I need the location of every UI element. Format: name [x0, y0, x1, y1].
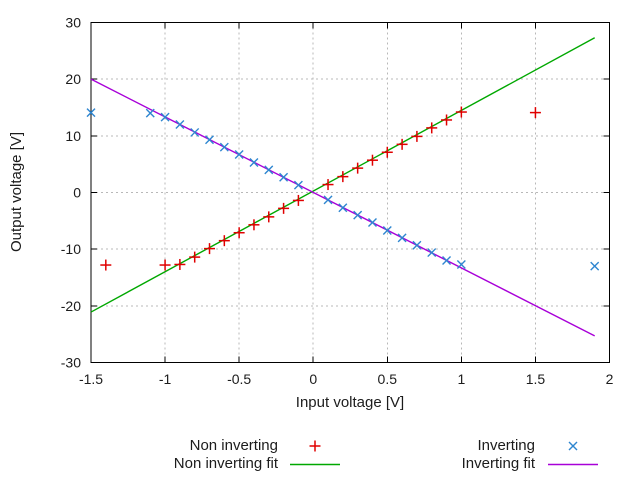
- y-tick-labels: -30 -20 -10 0 10 20 30: [61, 15, 81, 371]
- plot-border: [90, 22, 610, 363]
- series-inverting: [86, 108, 600, 271]
- x-tick-label: 2: [606, 371, 614, 387]
- y-tick-label: -30: [61, 355, 81, 371]
- x-tick-label: 1: [457, 371, 465, 387]
- x-tick-label: 0: [309, 371, 317, 387]
- line-sample-icon: [290, 456, 340, 472]
- y-tick-label: 30: [65, 15, 81, 31]
- x-tick-label: -1: [159, 371, 172, 387]
- legend-label-non-inverting-fit: Non inverting fit: [173, 455, 278, 472]
- y-tick-label: -20: [61, 298, 81, 314]
- x-axis-label: Input voltage [V]: [295, 394, 405, 411]
- y-tick-label: -10: [61, 241, 81, 257]
- y-tick-label: 20: [65, 71, 81, 87]
- plus-marker-icon: [290, 438, 340, 454]
- legend-label-non-inverting: Non inverting: [189, 437, 278, 454]
- x-tick-label: 0.5: [378, 371, 398, 387]
- y-tick-label: 10: [65, 128, 81, 144]
- line-sample-icon: [548, 456, 598, 472]
- x-tick-label: -1.5: [79, 371, 103, 387]
- y-tick-label: 0: [73, 185, 81, 201]
- x-tick-label: 1.5: [526, 371, 546, 387]
- legend-label-inverting-fit: Inverting fit: [461, 455, 535, 472]
- cross-marker-icon: [548, 438, 598, 454]
- legend-label-inverting: Inverting: [477, 437, 535, 454]
- x-tick-label: -0.5: [227, 371, 251, 387]
- x-tick-labels: -1.5 -1 -0.5 0 0.5 1 1.5 2: [79, 371, 614, 387]
- grid-lines: [91, 22, 610, 363]
- y-axis-label: Output voltage [V]: [8, 131, 25, 253]
- series-non-inverting: [100, 106, 541, 271]
